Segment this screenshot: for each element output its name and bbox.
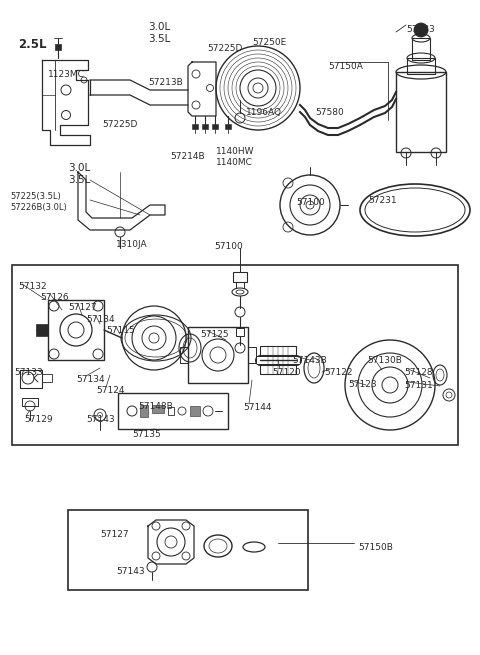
Bar <box>36 324 48 336</box>
Text: 57225D: 57225D <box>102 120 137 129</box>
Bar <box>212 124 218 129</box>
Bar <box>233 272 247 282</box>
Bar <box>192 124 198 129</box>
Bar <box>190 406 200 416</box>
Text: 57125: 57125 <box>200 330 228 339</box>
Text: 57131: 57131 <box>404 381 433 390</box>
Bar <box>236 328 244 336</box>
Text: 2.5L: 2.5L <box>18 38 47 51</box>
Text: 1196AQ: 1196AQ <box>246 108 282 117</box>
Text: 57150B: 57150B <box>358 543 393 552</box>
Bar <box>22 398 38 406</box>
Bar <box>48 300 104 360</box>
Text: 57213B: 57213B <box>148 78 183 87</box>
Text: 57135: 57135 <box>132 430 161 439</box>
Text: 1140HW: 1140HW <box>216 147 254 156</box>
Text: 57127: 57127 <box>68 303 96 312</box>
Text: 57226B(3.0L): 57226B(3.0L) <box>10 203 67 212</box>
Text: 57580: 57580 <box>315 108 344 117</box>
Bar <box>396 72 446 152</box>
Text: 57100: 57100 <box>296 198 325 207</box>
Text: 57127: 57127 <box>100 530 129 539</box>
Text: 3.0L: 3.0L <box>68 163 90 173</box>
Text: 57124: 57124 <box>96 386 124 395</box>
Text: 57144: 57144 <box>243 403 272 412</box>
Bar <box>20 370 42 388</box>
Text: 3.5L: 3.5L <box>68 175 90 185</box>
Text: 57126: 57126 <box>40 293 69 302</box>
Text: 57100: 57100 <box>214 242 243 251</box>
Text: 57129: 57129 <box>24 415 53 424</box>
Text: 57143B: 57143B <box>292 356 327 365</box>
Text: 1123MC: 1123MC <box>48 70 85 79</box>
Text: 57133: 57133 <box>14 368 43 377</box>
Bar <box>152 405 164 413</box>
Text: 57143: 57143 <box>116 567 144 576</box>
Bar <box>202 124 208 129</box>
Bar <box>260 346 296 374</box>
Text: 3.0L: 3.0L <box>148 22 170 32</box>
Text: 57123: 57123 <box>348 380 377 389</box>
Text: 3.5L: 3.5L <box>148 34 170 44</box>
Text: 57134: 57134 <box>86 315 115 324</box>
Text: 57115: 57115 <box>106 326 135 335</box>
Text: 57214B: 57214B <box>170 152 204 161</box>
Text: 57225D: 57225D <box>207 44 242 53</box>
Text: 57122: 57122 <box>324 368 352 377</box>
Text: 57150A: 57150A <box>328 62 363 71</box>
Bar <box>168 407 174 415</box>
Text: 57132: 57132 <box>18 282 47 291</box>
Bar <box>118 393 228 429</box>
Bar <box>42 374 52 382</box>
Text: 57250E: 57250E <box>252 38 286 47</box>
Bar <box>140 405 148 417</box>
Bar <box>188 327 248 383</box>
Bar <box>407 58 435 74</box>
Bar <box>55 44 61 50</box>
Text: 57130B: 57130B <box>367 356 402 365</box>
Text: 57134: 57134 <box>76 375 105 384</box>
Text: 57183: 57183 <box>406 25 435 34</box>
Text: 57148B: 57148B <box>138 402 173 411</box>
Circle shape <box>414 23 428 37</box>
Text: 57128: 57128 <box>404 368 432 377</box>
Bar <box>248 347 256 363</box>
Text: 57143: 57143 <box>86 415 115 424</box>
Bar <box>412 38 430 60</box>
Bar <box>180 347 188 363</box>
Bar <box>12 265 458 445</box>
Bar <box>68 510 308 590</box>
Text: 57231: 57231 <box>368 196 396 205</box>
Text: 57120: 57120 <box>272 368 300 377</box>
Text: 1140MC: 1140MC <box>216 158 253 167</box>
Text: 57225(3.5L): 57225(3.5L) <box>10 192 61 201</box>
Bar <box>225 124 231 129</box>
Text: 1310JA: 1310JA <box>116 240 148 249</box>
